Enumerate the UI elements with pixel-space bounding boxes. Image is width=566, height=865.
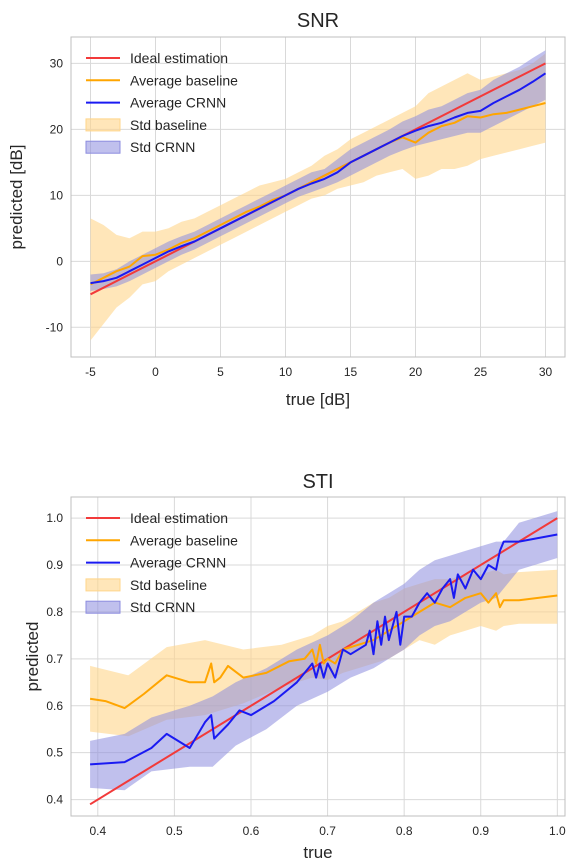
x-tick-label: 15 — [344, 365, 358, 379]
x-tick-label: 0.5 — [166, 824, 183, 838]
legend-item: Std CRNN — [85, 139, 195, 155]
x-axis-label: true [dB] — [286, 390, 350, 409]
series-average-crnn-line — [90, 533, 558, 766]
x-tick-label: 1.0 — [549, 824, 566, 838]
x-tick-label: 5 — [217, 365, 224, 379]
chart-0: -5 0 5 10 15 20 25 30 -10 0 10 20 30 SNR true [dB] pred… — [7, 10, 566, 409]
legend-item: Std CRNN — [85, 599, 195, 615]
plot-frame — [70, 36, 566, 358]
legend: Ideal estimation Average baseline Average … — [85, 50, 238, 155]
legend-swatch-band — [85, 600, 121, 614]
y-axis-label: predicted [dB] — [7, 145, 26, 250]
chart-1: 0.4 0.5 0.6 0.7 0.8 0.9 1.0 0.4 0.5 0.6 0.7 0.8 0.9 1… — [23, 471, 566, 862]
y-tick-label: -10 — [46, 320, 64, 334]
y-tick-label: 0.5 — [46, 746, 63, 760]
x-tick-label: 0.6 — [243, 824, 260, 838]
series-average-baseline-line — [89, 592, 558, 710]
y-tick-label: 0.6 — [46, 699, 63, 713]
legend-label: Std CRNN — [130, 599, 195, 615]
plot-area — [89, 511, 558, 806]
y-tick-label: 1.0 — [46, 511, 63, 525]
legend: Ideal estimation Average baseline Average … — [85, 510, 238, 615]
legend-label: Average CRNN — [130, 555, 226, 571]
legend-label: Average CRNN — [130, 95, 226, 111]
x-tick-label: 30 — [539, 365, 553, 379]
legend-item: Ideal estimation — [86, 510, 228, 526]
y-tick-label: 30 — [50, 56, 64, 70]
x-tick-label: 25 — [474, 365, 488, 379]
y-tick-label: 20 — [50, 122, 64, 136]
legend-item: Average baseline — [86, 72, 238, 88]
series-std-crnn-band — [90, 511, 558, 791]
x-axis-label: true — [303, 843, 332, 862]
legend-item: Average CRNN — [86, 95, 226, 111]
legend-item: Average baseline — [86, 532, 238, 548]
legend-label: Average baseline — [130, 532, 238, 548]
series-std-crnn-band — [90, 50, 546, 292]
plot-area — [90, 50, 547, 341]
y-tick-label: 0 — [56, 254, 63, 268]
legend-item: Std baseline — [85, 577, 207, 593]
legend-item: Ideal estimation — [86, 50, 228, 66]
plot-frame — [70, 496, 566, 817]
legend-swatch-band — [85, 118, 121, 132]
y-tick-label: 0.9 — [46, 558, 63, 572]
x-tick-label: 10 — [279, 365, 293, 379]
x-tick-label: 0.9 — [472, 824, 489, 838]
x-tick-label: 20 — [409, 365, 423, 379]
legend-label: Std CRNN — [130, 139, 195, 155]
x-tick-label: 0.8 — [396, 824, 413, 838]
legend-item: Average CRNN — [86, 555, 226, 571]
y-axis-label: predicted — [23, 622, 42, 692]
x-tick-label: 0.4 — [89, 824, 106, 838]
legend-item: Std baseline — [85, 117, 207, 133]
legend-label: Std baseline — [130, 117, 207, 133]
legend-label: Std baseline — [130, 577, 207, 593]
y-tick-label: 0.4 — [46, 793, 63, 807]
x-tick-label: -5 — [85, 365, 96, 379]
legend-label: Ideal estimation — [130, 510, 228, 526]
series-average-crnn-line — [90, 72, 547, 285]
x-tick-label: 0.7 — [319, 824, 336, 838]
x-tick-label: 0 — [152, 365, 159, 379]
chart-title: SNR — [297, 10, 339, 32]
legend-swatch-band — [85, 140, 121, 154]
chart-title: STI — [302, 471, 333, 493]
y-tick-label: 0.8 — [46, 605, 63, 619]
y-tick-label: 10 — [50, 188, 64, 202]
legend-label: Average baseline — [130, 72, 238, 88]
legend-label: Ideal estimation — [130, 50, 228, 66]
series-average-baseline-line — [90, 102, 546, 286]
y-tick-label: 0.7 — [46, 652, 63, 666]
legend-swatch-band — [85, 578, 121, 592]
